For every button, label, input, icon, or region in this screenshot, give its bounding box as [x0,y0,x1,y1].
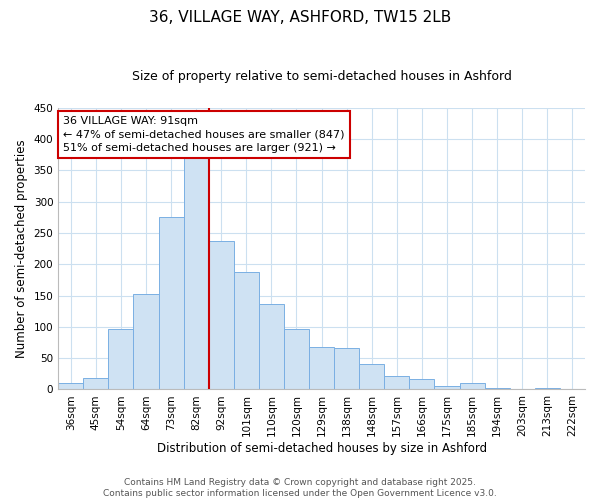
Bar [334,348,359,390]
Bar [434,386,460,390]
Bar [385,376,409,390]
Bar [359,364,385,390]
Bar [485,388,510,390]
Bar [234,272,259,390]
Bar [158,218,184,390]
Text: Contains HM Land Registry data © Crown copyright and database right 2025.
Contai: Contains HM Land Registry data © Crown c… [103,478,497,498]
Bar [309,347,334,390]
Bar [109,328,133,390]
Bar [460,383,485,390]
Y-axis label: Number of semi-detached properties: Number of semi-detached properties [15,140,28,358]
Bar [284,330,309,390]
Title: Size of property relative to semi-detached houses in Ashford: Size of property relative to semi-detach… [131,70,512,83]
Bar [83,378,109,390]
Bar [535,388,560,390]
Bar [259,304,284,390]
X-axis label: Distribution of semi-detached houses by size in Ashford: Distribution of semi-detached houses by … [157,442,487,455]
Text: 36 VILLAGE WAY: 91sqm
← 47% of semi-detached houses are smaller (847)
51% of sem: 36 VILLAGE WAY: 91sqm ← 47% of semi-deta… [64,116,345,152]
Bar [209,241,234,390]
Bar [184,158,209,390]
Bar [58,383,83,390]
Bar [133,294,158,390]
Bar [409,379,434,390]
Text: 36, VILLAGE WAY, ASHFORD, TW15 2LB: 36, VILLAGE WAY, ASHFORD, TW15 2LB [149,10,451,25]
